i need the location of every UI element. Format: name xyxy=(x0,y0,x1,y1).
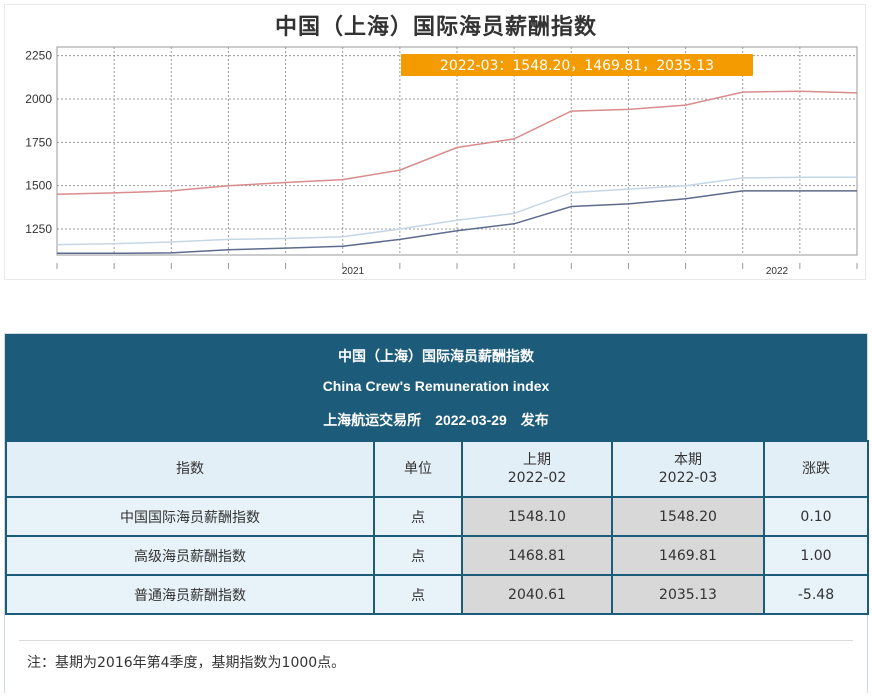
publisher-line: 上海航运交易所 2022-03-29 发布 xyxy=(323,412,549,428)
row-change: 1.00 xyxy=(763,535,869,576)
note-area: 注：基期为2016年第4季度，基期指数为1000点。 xyxy=(5,616,867,693)
row-name: 中国国际海员薪酬指数 xyxy=(5,496,375,537)
table-header-row: 指数 单位 上期 2022-02 本期 2022-03 涨跌 xyxy=(5,440,869,498)
row-change: 0.10 xyxy=(763,496,869,537)
row-prev: 2040.61 xyxy=(461,574,613,615)
table-row: 高级海员薪酬指数 点 1468.81 1469.81 1.00 xyxy=(5,535,869,576)
col-header-prev-period: 2022-02 xyxy=(507,470,567,486)
y-tick-label: 2250 xyxy=(25,49,52,63)
y-tick-label: 1750 xyxy=(25,135,52,149)
chart-panel: 中国（上海）国际海员薪酬指数 1250 1500 1750 2000 2250 2021 2… xyxy=(4,4,866,280)
row-unit: 点 xyxy=(373,574,463,615)
y-tick-label: 1250 xyxy=(25,222,52,236)
note-divider xyxy=(19,640,853,641)
col-header-index: 指数 xyxy=(5,440,375,498)
row-unit: 点 xyxy=(373,535,463,576)
row-name: 普通海员薪酬指数 xyxy=(5,574,375,615)
index-table: 指数 单位 上期 2022-02 本期 2022-03 涨跌 中国国际海员薪酬指数 … xyxy=(5,440,869,615)
x-tick-label: 2021 xyxy=(342,266,365,277)
row-name: 高级海员薪酬指数 xyxy=(5,535,375,576)
row-curr: 1548.20 xyxy=(611,496,765,537)
x-tick-label: 2022 xyxy=(766,266,789,277)
index-table-panel: 中国（上海）国际海员薪酬指数 China Crew's Remuneration… xyxy=(4,333,869,693)
line-chart: 1250 1500 1750 2000 2250 2021 2022 2022-03：1548… xyxy=(25,46,858,277)
series-line-3 xyxy=(57,190,857,255)
y-tick-label: 1500 xyxy=(25,179,52,193)
row-curr: 1469.81 xyxy=(611,535,765,576)
col-header-prev: 上期 2022-02 xyxy=(461,440,613,498)
note-text: 注：基期为2016年第4季度，基期指数为1000点。 xyxy=(27,655,346,671)
chart-title: 中国（上海）国际海员薪酬指数 xyxy=(274,15,597,40)
col-header-curr: 本期 2022-03 xyxy=(611,440,765,498)
table-title-en: China Crew's Remuneration index xyxy=(322,378,550,394)
row-prev: 1548.10 xyxy=(461,496,613,537)
table-row: 中国国际海员薪酬指数 点 1548.10 1548.20 0.10 xyxy=(5,496,869,537)
row-curr: 2035.13 xyxy=(611,574,765,615)
table-header: 中国（上海）国际海员薪酬指数 China Crew's Remuneration… xyxy=(5,334,867,440)
table-title-cn: 中国（上海）国际海员薪酬指数 xyxy=(338,348,534,364)
y-tick-label: 2000 xyxy=(25,92,52,106)
row-unit: 点 xyxy=(373,496,463,537)
series-line-1 xyxy=(56,90,858,196)
tooltip-text: 2022-03：1548.20，1469.81，2035.13 xyxy=(440,58,714,74)
series-line-2 xyxy=(56,176,857,246)
col-header-change: 涨跌 xyxy=(763,440,869,498)
tooltip-box xyxy=(401,54,753,76)
table-row: 普通海员薪酬指数 点 2040.61 2035.13 -5.48 xyxy=(5,574,869,615)
row-prev: 1468.81 xyxy=(461,535,613,576)
row-change: -5.48 xyxy=(763,574,869,615)
col-header-unit: 单位 xyxy=(373,440,463,498)
col-header-curr-period: 2022-03 xyxy=(658,470,718,486)
